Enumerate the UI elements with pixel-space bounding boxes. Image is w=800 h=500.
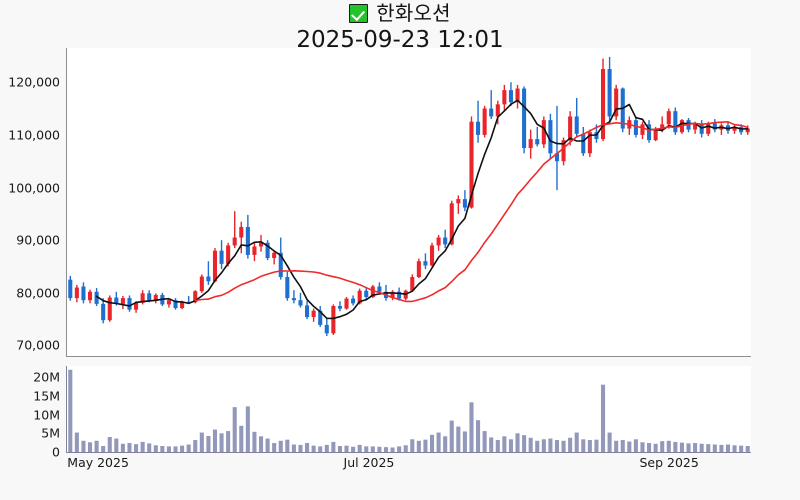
price-tick-label: 70,000 — [16, 337, 60, 353]
price-chart-panel[interactable] — [66, 48, 751, 357]
volume-chart-panel[interactable] — [66, 366, 751, 453]
date-tick-label: Jul 2025 — [343, 455, 395, 470]
volume-tick-label: 0 — [52, 444, 60, 460]
candlestick-plot — [68, 56, 750, 336]
chart-title-row: 한화오션 — [0, 2, 800, 24]
volume-tick-label: 10M — [33, 407, 60, 423]
price-tick-label: 120,000 — [8, 74, 60, 90]
price-tick-label: 100,000 — [8, 180, 60, 196]
stock-name-title: 한화오션 — [376, 1, 451, 25]
price-axis-labels: 70,000 80,000 90,000 100,000 110,000 120,000 — [0, 48, 60, 356]
volume-tick-label: 5M — [41, 425, 60, 441]
price-tick-label: 90,000 — [16, 232, 60, 248]
date-tick-label: Sep 2025 — [639, 455, 699, 470]
date-tick-label: May 2025 — [67, 455, 129, 470]
volume-tick-label: 20M — [33, 369, 60, 385]
price-tick-label: 80,000 — [16, 285, 60, 301]
volume-axis-labels: 0 5M 10M 15M 20M — [0, 366, 60, 460]
green-check-icon — [349, 3, 369, 23]
price-tick-label: 110,000 — [8, 127, 60, 143]
volume-tick-label: 15M — [33, 388, 60, 404]
volume-plot — [68, 369, 750, 452]
